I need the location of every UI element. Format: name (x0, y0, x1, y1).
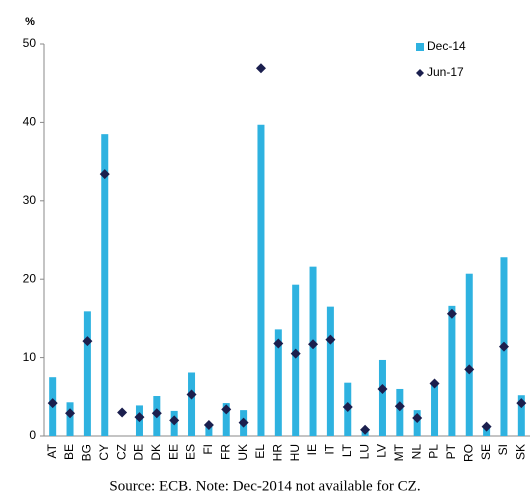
x-tick-label: CZ (114, 444, 128, 460)
bar (378, 359, 386, 436)
marker (169, 415, 180, 426)
x-tick-label: DK (149, 444, 163, 461)
bar (483, 428, 491, 436)
bar (66, 402, 74, 436)
x-tick-label: PT (444, 443, 458, 459)
x-tick-label: IE (305, 444, 319, 455)
x-tick-label: LT (340, 443, 354, 457)
legend-label: Dec-14 (427, 39, 466, 53)
marker (342, 401, 353, 412)
x-tick-label: UK (236, 444, 250, 461)
marker (151, 408, 162, 419)
bar (292, 284, 300, 436)
legend-swatch (416, 69, 424, 77)
bar (274, 329, 282, 436)
marker (308, 339, 319, 350)
x-tick-label: EL (253, 444, 267, 459)
y-tick-label: 40 (23, 115, 37, 129)
marker (325, 334, 336, 345)
legend-label: Jun-17 (427, 65, 464, 79)
x-tick-label: FI (201, 444, 215, 455)
x-tick-label: BG (80, 444, 94, 461)
x-tick-label: NL (409, 444, 423, 460)
x-tick-label: SK (513, 444, 527, 460)
bar (413, 410, 421, 436)
y-tick-label: 30 (23, 193, 37, 207)
x-tick-label: IT (323, 443, 337, 454)
marker (134, 412, 145, 423)
x-tick-label: SI (496, 444, 510, 455)
legend-swatch (416, 43, 424, 51)
x-tick-label: EE (166, 444, 180, 460)
bar (431, 384, 439, 436)
marker (65, 408, 76, 419)
marker (99, 169, 110, 180)
marker (117, 407, 128, 418)
marker (446, 308, 457, 319)
y-tick-label: 20 (23, 271, 37, 285)
x-tick-label: ES (184, 444, 198, 460)
bar (309, 266, 317, 436)
marker (255, 63, 266, 74)
x-tick-label: CY (97, 444, 111, 461)
x-tick-label: LU (357, 444, 371, 459)
x-tick-label: BE (62, 444, 76, 460)
marker (186, 389, 197, 400)
marker (412, 412, 423, 423)
x-tick-label: HU (288, 444, 302, 461)
marker (47, 398, 58, 409)
x-tick-label: MT (392, 443, 406, 461)
marker (464, 364, 475, 375)
bar (83, 311, 91, 436)
bar (465, 273, 473, 436)
x-tick-label: DE (132, 444, 146, 461)
marker (221, 404, 232, 415)
x-tick-label: RO (461, 444, 475, 462)
bar (222, 403, 230, 436)
y-tick-label: 50 (23, 36, 37, 50)
marker (481, 421, 492, 432)
source-note: Source: ECB. Note: Dec-2014 not availabl… (109, 478, 420, 494)
bar (205, 426, 213, 436)
x-tick-label: PL (427, 444, 441, 459)
y-tick-label: 0 (29, 428, 36, 442)
bar (257, 124, 265, 436)
marker (360, 424, 371, 435)
marker (377, 383, 388, 394)
bar (517, 395, 525, 436)
bar (396, 388, 404, 436)
bar (448, 305, 456, 436)
bar (101, 134, 109, 436)
marker (238, 417, 249, 428)
bar (326, 306, 334, 436)
marker (203, 420, 214, 431)
x-tick-label: SE (479, 444, 493, 460)
marker (498, 341, 509, 352)
marker (82, 336, 93, 347)
marker (290, 348, 301, 359)
marker (516, 398, 527, 409)
marker (394, 401, 405, 412)
x-tick-label: FR (218, 444, 232, 460)
bar (188, 372, 196, 436)
y-tick-label: 10 (23, 350, 37, 364)
x-tick-label: LV (375, 444, 389, 458)
x-tick-label: HR (270, 444, 284, 462)
y-axis-label: % (25, 16, 35, 28)
marker (429, 378, 440, 389)
marker (273, 338, 284, 349)
x-tick-label: AT (45, 443, 59, 458)
